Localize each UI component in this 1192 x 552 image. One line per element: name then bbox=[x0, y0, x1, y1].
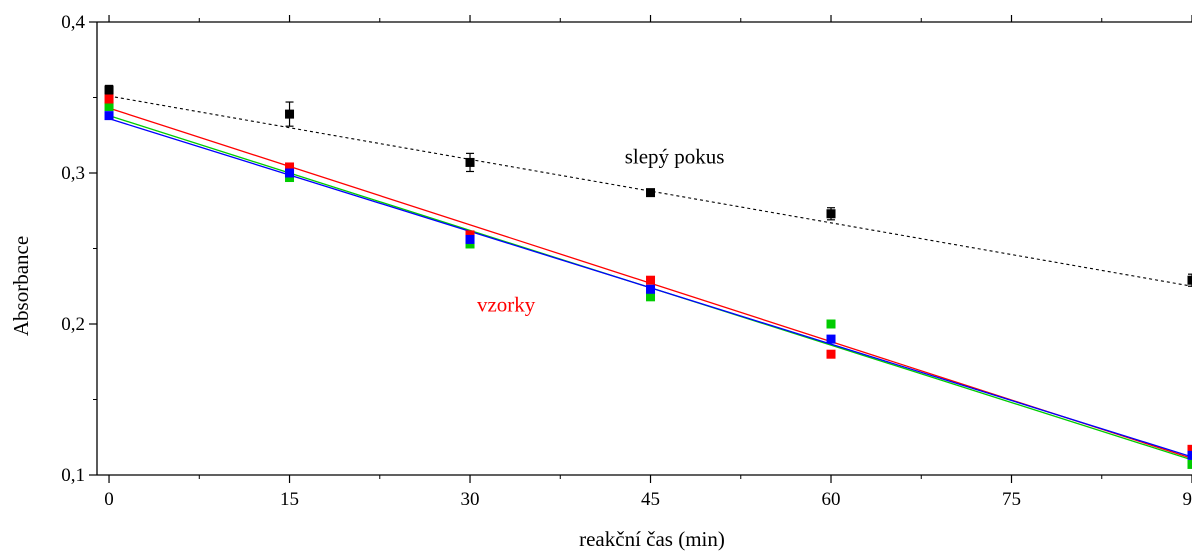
data-point-series-2 bbox=[646, 292, 656, 302]
data-point-series-3 bbox=[1187, 450, 1192, 460]
data-point-series-0 bbox=[465, 157, 475, 167]
x-tick-label: 45 bbox=[641, 489, 660, 510]
error-bars bbox=[105, 84, 1192, 287]
y-tick-label: 0,4 bbox=[61, 12, 85, 33]
data-point-series-2 bbox=[285, 173, 295, 183]
data-point-series-3 bbox=[465, 234, 475, 244]
annotation-slepy-pokus: slepý pokus bbox=[625, 144, 725, 168]
annotation-vzorky: vzorky bbox=[477, 292, 536, 316]
y-tick-label: 0,1 bbox=[61, 465, 85, 486]
data-points bbox=[104, 85, 1192, 469]
data-point-series-3 bbox=[104, 111, 114, 121]
x-tick-label: 30 bbox=[461, 489, 480, 510]
y-axis-title: Absorbance bbox=[9, 236, 33, 336]
data-point-series-1 bbox=[104, 94, 114, 104]
data-point-series-0 bbox=[1187, 275, 1192, 285]
data-point-series-3 bbox=[285, 168, 295, 178]
data-point-series-1 bbox=[285, 162, 295, 172]
data-point-series-3 bbox=[826, 334, 836, 344]
x-axis-title: reakční čas (min) bbox=[579, 527, 725, 551]
data-point-series-0 bbox=[826, 209, 836, 219]
x-tick-label: 75 bbox=[1002, 489, 1021, 510]
data-point-series-2 bbox=[826, 319, 836, 329]
data-point-series-2 bbox=[1187, 459, 1192, 469]
data-point-series-1 bbox=[826, 349, 836, 359]
data-point-series-2 bbox=[104, 102, 114, 112]
data-point-series-0 bbox=[646, 188, 656, 198]
data-point-series-3 bbox=[646, 284, 656, 294]
axes: 0 15 30 45 60 75 90 0,1 0,2 0,3 0,4 bbox=[61, 12, 1192, 510]
data-point-series-0 bbox=[285, 109, 295, 119]
data-point-series-2 bbox=[465, 239, 475, 249]
data-point-series-0 bbox=[104, 85, 114, 95]
x-tick-label: 15 bbox=[280, 489, 299, 510]
x-tick-label: 60 bbox=[822, 489, 841, 510]
data-point-series-1 bbox=[465, 230, 475, 240]
labels: reakční čas (min) Absorbance slepý pokus… bbox=[9, 144, 725, 551]
data-point-series-1 bbox=[646, 275, 656, 285]
y-tick-label: 0,3 bbox=[61, 163, 85, 184]
y-tick-label: 0,2 bbox=[61, 314, 85, 335]
data-point-series-1 bbox=[1187, 444, 1192, 454]
x-tick-label: 0 bbox=[104, 489, 114, 510]
x-tick-label: 90 bbox=[1183, 489, 1192, 510]
